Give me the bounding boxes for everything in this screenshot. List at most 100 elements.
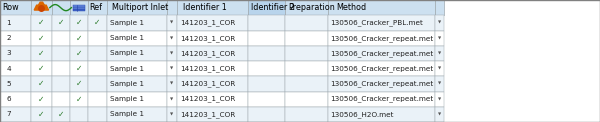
- Text: ▼: ▼: [170, 82, 173, 86]
- Bar: [177, 76, 248, 92]
- Text: ✓: ✓: [58, 110, 64, 119]
- Text: ▼: ▼: [170, 67, 173, 71]
- Text: 141203_1_COR: 141203_1_COR: [180, 96, 235, 102]
- Bar: [52, 46, 70, 61]
- Bar: [70, 15, 88, 30]
- Bar: [328, 46, 435, 61]
- Bar: [52, 76, 70, 92]
- Text: ▼: ▼: [438, 82, 441, 86]
- Text: 130506_Cracker_repeat.met: 130506_Cracker_repeat.met: [331, 65, 434, 72]
- Text: ✓: ✓: [38, 34, 44, 43]
- Bar: [248, 107, 285, 122]
- Text: 1: 1: [6, 20, 11, 26]
- Text: ✓: ✓: [38, 49, 44, 58]
- Bar: [167, 15, 177, 30]
- Text: Row: Row: [2, 3, 19, 12]
- Text: ✓: ✓: [38, 64, 44, 73]
- Text: ▼: ▼: [438, 36, 441, 40]
- Bar: [248, 30, 285, 46]
- Text: ✓: ✓: [38, 18, 44, 27]
- Bar: [285, 92, 328, 107]
- Bar: [70, 107, 88, 122]
- Bar: [177, 0, 248, 15]
- Bar: [88, 0, 107, 15]
- Text: ✓: ✓: [94, 18, 100, 27]
- Text: ✓: ✓: [76, 79, 82, 88]
- Polygon shape: [34, 5, 49, 10]
- Text: 141203_1_COR: 141203_1_COR: [180, 20, 235, 26]
- Bar: [88, 15, 107, 30]
- Bar: [52, 107, 70, 122]
- Text: 141203_1_COR: 141203_1_COR: [180, 35, 235, 41]
- Bar: [285, 46, 328, 61]
- Bar: [52, 61, 70, 76]
- Bar: [167, 107, 177, 122]
- Bar: [107, 61, 167, 76]
- Bar: [177, 61, 248, 76]
- Text: ▼: ▼: [170, 51, 173, 55]
- Bar: [88, 92, 107, 107]
- Bar: [285, 107, 328, 122]
- Text: 130506_Cracker_repeat.met: 130506_Cracker_repeat.met: [331, 50, 434, 57]
- Bar: [328, 61, 435, 76]
- Bar: [52, 92, 70, 107]
- Text: ✓: ✓: [58, 18, 64, 27]
- Bar: [167, 76, 177, 92]
- Text: ▼: ▼: [438, 51, 441, 55]
- Text: 130506_Cracker_repeat.met: 130506_Cracker_repeat.met: [331, 96, 434, 102]
- Bar: [88, 46, 107, 61]
- Text: ✓: ✓: [38, 79, 44, 88]
- Bar: [248, 92, 285, 107]
- Bar: [73, 7, 85, 9]
- Bar: [31, 61, 52, 76]
- Text: Sample 1: Sample 1: [110, 20, 144, 26]
- Bar: [31, 15, 52, 30]
- Bar: [285, 0, 328, 15]
- Bar: [435, 46, 444, 61]
- Bar: [88, 76, 107, 92]
- Bar: [328, 15, 435, 30]
- Bar: [167, 61, 177, 76]
- Bar: [107, 107, 167, 122]
- Text: 4: 4: [6, 66, 11, 72]
- Bar: [0, 92, 31, 107]
- Text: 6: 6: [6, 96, 11, 102]
- Bar: [248, 0, 285, 15]
- Text: Sample 1: Sample 1: [110, 111, 144, 117]
- Bar: [167, 92, 177, 107]
- Bar: [107, 0, 167, 15]
- Text: Sample 1: Sample 1: [110, 35, 144, 41]
- Bar: [177, 92, 248, 107]
- Bar: [167, 46, 177, 61]
- Bar: [177, 15, 248, 30]
- Bar: [31, 76, 52, 92]
- Text: 130506_Cracker_repeat.met: 130506_Cracker_repeat.met: [331, 81, 434, 87]
- Bar: [88, 30, 107, 46]
- Bar: [167, 30, 177, 46]
- Bar: [73, 5, 85, 7]
- Bar: [52, 30, 70, 46]
- Bar: [285, 61, 328, 76]
- Bar: [107, 76, 167, 92]
- Bar: [435, 15, 444, 30]
- Bar: [52, 0, 70, 15]
- Bar: [328, 30, 435, 46]
- Text: 5: 5: [6, 81, 11, 87]
- Text: Identifier 1: Identifier 1: [182, 3, 226, 12]
- Bar: [435, 61, 444, 76]
- Text: ✓: ✓: [76, 49, 82, 58]
- Text: 141203_1_COR: 141203_1_COR: [180, 50, 235, 57]
- Bar: [248, 15, 285, 30]
- Bar: [31, 107, 52, 122]
- Bar: [31, 0, 52, 15]
- Bar: [88, 61, 107, 76]
- Bar: [52, 15, 70, 30]
- Bar: [435, 0, 444, 15]
- Bar: [31, 92, 52, 107]
- Bar: [70, 76, 88, 92]
- Bar: [70, 92, 88, 107]
- Bar: [167, 0, 177, 15]
- Bar: [0, 46, 31, 61]
- Text: 7: 7: [6, 111, 11, 117]
- Bar: [328, 76, 435, 92]
